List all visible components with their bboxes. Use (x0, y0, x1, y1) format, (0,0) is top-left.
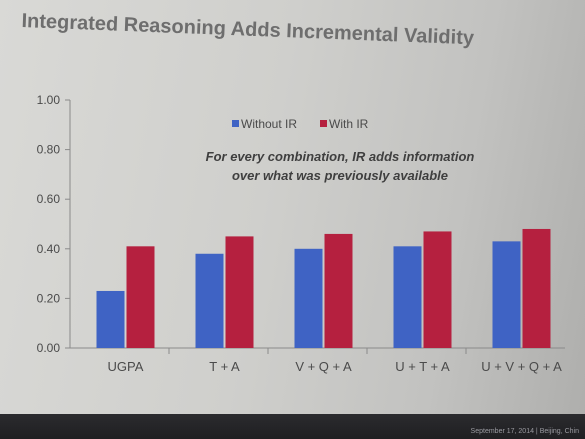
y-tick-label: 1.00 (37, 93, 61, 107)
footer-band: September 17, 2014 | Beijing, Chin (0, 414, 585, 439)
footer-text: September 17, 2014 | Beijing, Chin (470, 428, 579, 435)
y-tick-label: 0.20 (37, 291, 61, 305)
bar-with-ir (126, 246, 155, 348)
legend-label-with-ir: With IR (329, 117, 369, 131)
x-tick-label: UGPA (108, 359, 144, 374)
bar-without-ir (393, 246, 422, 348)
x-tick-label: U + V + Q + A (481, 359, 562, 374)
chart-plot-area: 0.00 0.20 0.40 0.60 0.80 1.00 UGPA T + A V + Q +… (37, 93, 565, 374)
y-tick-label: 0.40 (37, 242, 61, 256)
chart-annotation-line: For every combination, IR adds informati… (206, 149, 475, 164)
x-tick-label: U + T + A (395, 359, 450, 374)
bar-with-ir (225, 236, 254, 348)
y-tick-label: 0.00 (37, 341, 61, 355)
bar-with-ir (423, 231, 452, 348)
legend-swatch-without-ir (232, 120, 239, 127)
y-tick-label: 0.60 (37, 192, 61, 206)
bar-with-ir (522, 228, 551, 348)
bar-without-ir (294, 248, 323, 348)
bar-without-ir (492, 241, 521, 348)
x-tick-label: V + Q + A (295, 359, 352, 374)
y-tick-label: 0.80 (37, 143, 61, 157)
chart-annotation-line: over what was previously available (232, 168, 448, 183)
legend-swatch-with-ir (320, 120, 327, 127)
bar-without-ir (96, 290, 125, 348)
x-tick-label: T + A (209, 359, 240, 374)
bar-without-ir (195, 253, 224, 348)
bar-with-ir (324, 233, 353, 348)
legend-label-without-ir: Without IR (241, 117, 297, 131)
